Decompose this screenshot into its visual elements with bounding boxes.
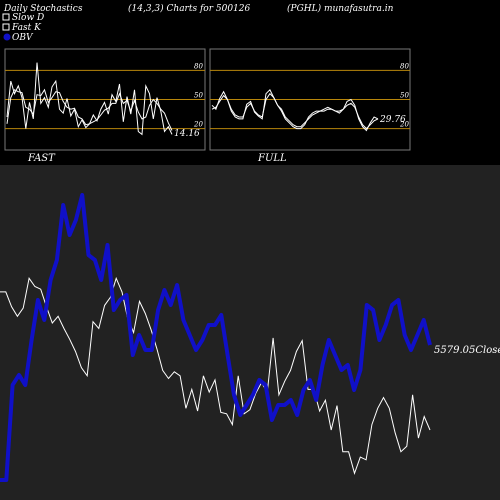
full-tick-80: 80 [400,62,409,70]
full-k-series-line [211,88,379,132]
fast-tick-50: 50 [194,92,203,100]
legend-swatch-slow-d [2,13,10,21]
legend-label-slow-d: Slow D [12,13,44,23]
full-tick-50: 50 [400,92,409,100]
full-panel-title: FULL [257,153,287,164]
legend-swatch-obv [3,33,11,41]
fast-tick-80: 80 [194,62,203,70]
close-value-label: 5579.05Close [434,345,500,356]
main-panel: 5579.05Close [0,165,500,500]
fast-last-value-label: 14.16 [174,129,200,139]
fast-panel: 80 50 20 14.16 FAST [4,48,206,164]
obv-line [0,193,432,482]
close-price-line [0,276,431,475]
fast-tick-20: 20 [193,121,203,129]
full-panel: 80 50 20 29.76 FULL [209,48,411,164]
fast-panel-title: FAST [27,153,56,164]
fast-slow-d-series-line [6,88,173,131]
chart-params: (14,3,3) Charts for 500126 [128,3,250,14]
full-last-value-label: 29.76 [379,115,406,125]
full-tick-20: 20 [399,121,409,129]
chart-title: Daily Stochastics [3,4,83,14]
full-slow-d-series-line [211,92,379,130]
legend-swatch-fast-k [2,23,10,31]
legend-label-fast-k: Fast K [11,23,42,33]
chart-symbol: (PGHL) munafasutra.in [287,3,394,14]
legend-label-obv: OBV [12,33,34,43]
legend: Slow D Fast K OBV [2,13,44,43]
